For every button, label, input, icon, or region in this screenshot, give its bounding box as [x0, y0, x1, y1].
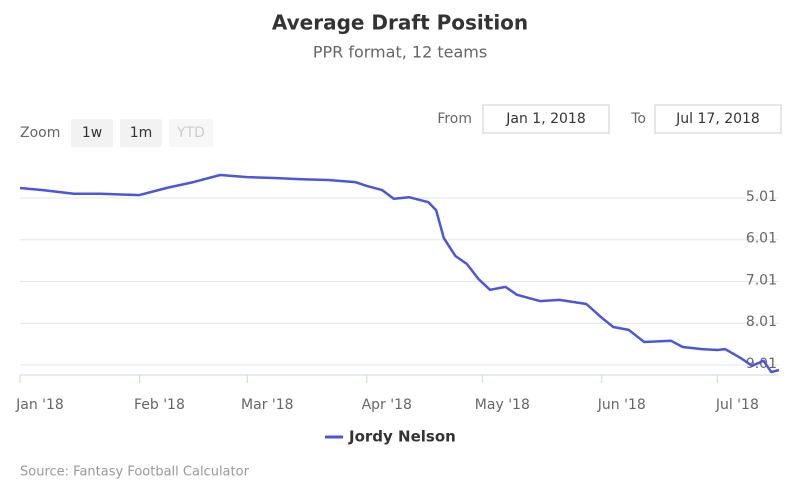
legend-label: Jordy Nelson [348, 428, 456, 446]
x-tick-label: Jul '18 [715, 397, 759, 413]
chart-title: Average Draft Position [272, 11, 528, 35]
zoom-buttons: 1w 1m YTD [71, 119, 213, 147]
to-value[interactable]: Jul 17, 2018 [675, 111, 760, 127]
zoom-button-bg[interactable] [120, 119, 162, 147]
zoom-button: YTD [176, 125, 205, 141]
line-series [19, 173, 780, 374]
to-label: To [630, 111, 646, 127]
y-tick-label: 5.01 [746, 189, 777, 205]
source: Source: Fantasy Football Calculator [20, 465, 250, 480]
y-tick-label: 6.01 [746, 231, 777, 247]
chart-subtitle: PPR format, 12 teams [313, 43, 487, 62]
from-value[interactable]: Jan 1, 2018 [505, 111, 585, 127]
zoom-button[interactable]: 1m [130, 125, 153, 141]
zoom-label: Zoom [20, 125, 60, 141]
x-tick-label: Jun '18 [597, 397, 646, 413]
y-tick-label: 7.01 [746, 272, 777, 288]
x-tick-label: May '18 [475, 397, 530, 413]
x-tick-label: Jan '18 [15, 397, 64, 413]
to-input[interactable] [654, 104, 782, 134]
zoom-button[interactable]: 1w [82, 125, 102, 141]
x-tick-label: Feb '18 [134, 397, 185, 413]
zoom-button-bg[interactable] [71, 119, 113, 147]
zoom-button-bg [169, 119, 213, 147]
from-label: From [437, 111, 472, 127]
x-tick-label: Apr '18 [362, 397, 412, 413]
y-tick-label: 8.01 [746, 314, 777, 330]
x-tick-label: Mar '18 [241, 397, 294, 413]
from-input[interactable] [482, 104, 610, 134]
